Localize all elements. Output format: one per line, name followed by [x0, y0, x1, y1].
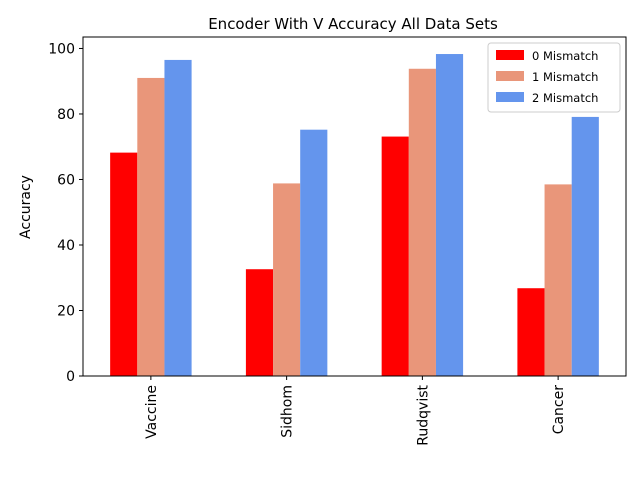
y-tick-label: 20 — [57, 303, 75, 319]
bar-0-mismatch-cancer — [517, 288, 545, 376]
plot-frame — [82, 36, 627, 377]
legend-swatch-1-mismatch — [496, 71, 524, 81]
bar-0-mismatch-sidhom — [245, 269, 274, 376]
bar-1-mismatch-rudqvist — [408, 68, 436, 377]
legend-label-1-mismatch: 1 Mismatch — [532, 70, 598, 84]
bar-0-mismatch-vaccine — [110, 152, 138, 376]
x-tick-label: Sidhom — [280, 385, 296, 438]
plot-area: 0 20 40 60 80 100 Vaccine Sidhom Rudqvist Cancer — [48, 36, 627, 446]
x-tick-label: Rudqvist — [415, 384, 431, 445]
y-axis-label: Accuracy — [18, 175, 34, 239]
y-tick-label: 40 — [57, 238, 75, 254]
legend-label-2-mismatch: 2 Mismatch — [532, 91, 598, 105]
bar-2-mismatch-sidhom — [300, 129, 328, 376]
bar-1-mismatch-vaccine — [137, 77, 165, 376]
chart-title: Encoder With V Accuracy All Data Sets — [208, 15, 498, 33]
legend-swatch-0-mismatch — [496, 50, 524, 60]
bar-2-mismatch-cancer — [571, 116, 599, 377]
y-tick-label: 60 — [57, 172, 75, 188]
x-tick-label: Cancer — [551, 385, 567, 435]
bar-1-mismatch-sidhom — [273, 183, 301, 376]
bar-1-mismatch-cancer — [544, 184, 572, 376]
legend: 0 Mismatch 1 Mismatch 2 Mismatch — [487, 42, 621, 113]
y-tick-label: 80 — [57, 107, 75, 123]
legend-label-0-mismatch: 0 Mismatch — [532, 49, 598, 63]
bar-0-mismatch-rudqvist — [381, 136, 409, 376]
bar-2-mismatch-vaccine — [164, 59, 192, 377]
y-tick-label: 100 — [48, 41, 75, 57]
bar-2-mismatch-rudqvist — [435, 54, 464, 376]
y-tick-label: 0 — [66, 369, 75, 385]
x-tick-label: Vaccine — [144, 385, 160, 439]
legend-swatch-2-mismatch — [496, 92, 524, 102]
